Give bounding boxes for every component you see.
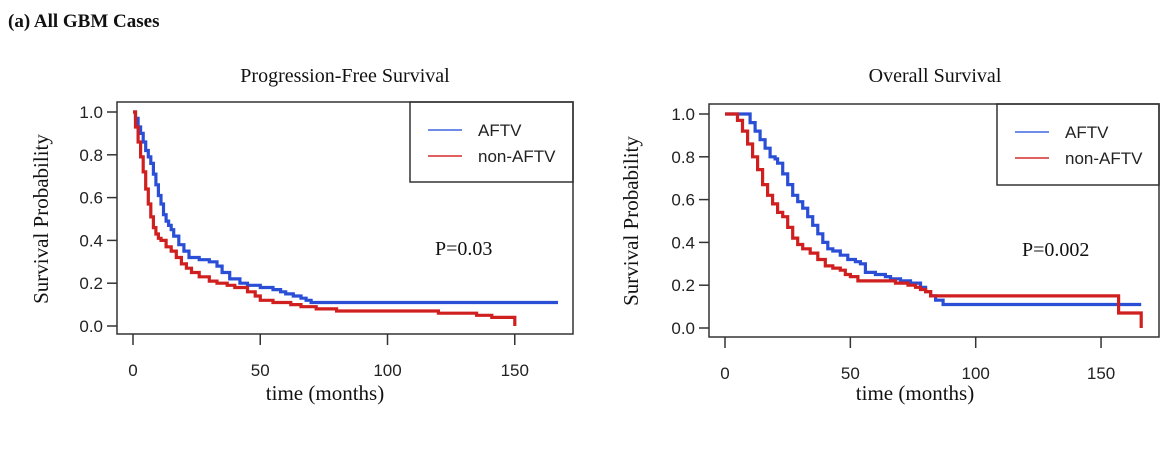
x-tick-label: 0	[720, 364, 729, 383]
km-curve-aftv	[725, 112, 1142, 307]
x-axis: 0 50 100 150	[128, 334, 529, 380]
chart-title: Progression-Free Survival	[240, 65, 450, 87]
legend-label-aftv: AFTV	[478, 121, 522, 140]
x-axis-label: time (months)	[856, 381, 974, 405]
y-tick-label: 1.0	[671, 105, 695, 124]
x-axis: 0 50 100 150	[720, 337, 1115, 383]
km-curve-aftv	[133, 110, 558, 305]
x-tick-label: 50	[841, 364, 860, 383]
chart-overall-survival: Overall Survival Survival Probability ti…	[619, 65, 1160, 405]
y-tick-label: 0.2	[79, 274, 103, 293]
x-tick-label: 100	[373, 361, 401, 380]
y-tick-label: 0.8	[79, 146, 103, 165]
x-tick-label: 50	[251, 361, 270, 380]
y-tick-label: 0.0	[671, 319, 695, 338]
panel-label: (a) All GBM Cases	[8, 11, 159, 32]
legend-label-non-aftv: non-AFTV	[478, 147, 556, 166]
curves	[725, 112, 1143, 328]
km-curve-non-aftv	[133, 110, 517, 326]
y-axis: 0.0 0.2 0.4 0.6 0.8 1.0	[671, 105, 709, 338]
y-tick-label: 0.4	[79, 231, 103, 250]
curves	[133, 110, 558, 326]
x-tick-label: 150	[1087, 364, 1115, 383]
y-tick-label: 0.2	[671, 276, 695, 295]
plot-frame	[116, 101, 574, 335]
plot-frame	[708, 103, 1160, 338]
p-value-annotation: P=0.03	[435, 238, 492, 260]
legend-box	[996, 103, 1160, 186]
x-tick-label: 100	[962, 364, 990, 383]
y-axis-label: Survival Probability	[29, 134, 53, 304]
y-tick-label: 0.6	[79, 189, 103, 208]
legend-label-non-aftv: non-AFTV	[1065, 149, 1143, 168]
legend-label-aftv: AFTV	[1065, 123, 1109, 142]
y-tick-label: 0.0	[79, 317, 103, 336]
y-axis: 0.0 0.2 0.4 0.6 0.8 1.0	[79, 103, 117, 336]
chart-progression-free-survival: Progression-Free Survival Survival Proba…	[29, 65, 574, 405]
y-tick-label: 0.8	[671, 148, 695, 167]
x-axis-label: time (months)	[266, 381, 384, 405]
x-tick-label: 0	[128, 361, 137, 380]
legend: AFTV non-AFTV	[409, 101, 574, 183]
legend-box	[409, 101, 574, 183]
p-value-annotation: P=0.002	[1022, 239, 1089, 261]
km-curve-non-aftv	[725, 112, 1143, 328]
y-tick-label: 1.0	[79, 103, 103, 122]
legend: AFTV non-AFTV	[996, 103, 1160, 186]
x-tick-label: 150	[501, 361, 529, 380]
y-tick-label: 0.6	[671, 191, 695, 210]
y-axis-label: Survival Probability	[619, 136, 643, 306]
y-tick-label: 0.4	[671, 233, 695, 252]
chart-title: Overall Survival	[869, 65, 1002, 87]
